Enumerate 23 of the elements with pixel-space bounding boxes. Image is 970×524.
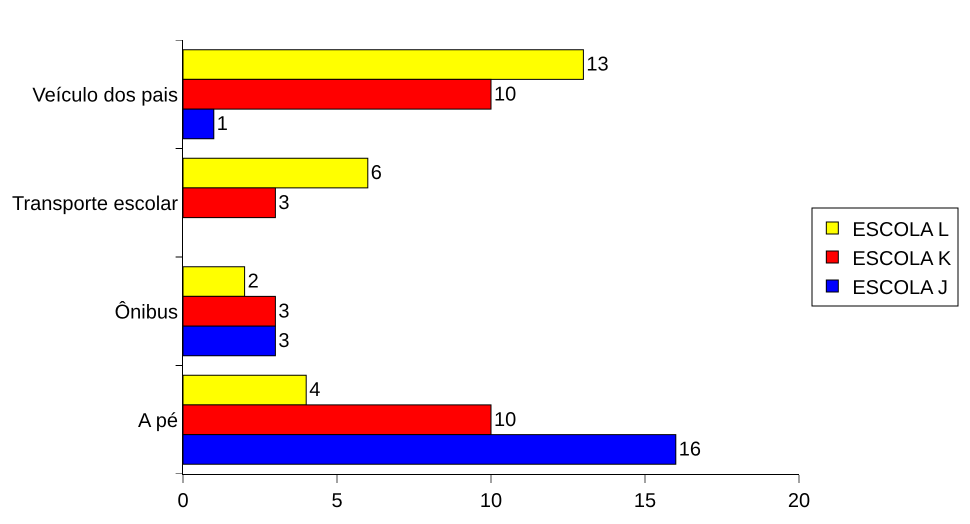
data-label: 3 [278, 192, 290, 214]
y-tick-label: Transporte escolar [12, 192, 178, 215]
data-label: 3 [278, 300, 290, 322]
legend-label: ESCOLA J [852, 276, 948, 299]
y-tick-label: A pé [138, 410, 178, 432]
data-label: 13 [586, 54, 609, 76]
data-label: 6 [370, 162, 382, 184]
data-label: 10 [494, 408, 516, 431]
y-tick-label: Ônibus [114, 300, 178, 324]
x-tick-label: 15 [634, 490, 656, 512]
data-label: 10 [494, 83, 516, 106]
data-label: 1 [216, 112, 228, 135]
x-tick-label: 20 [788, 490, 810, 512]
data-label: 3 [278, 330, 290, 352]
legend-label: ESCOLA K [852, 248, 952, 270]
x-tick-label: 10 [480, 490, 502, 512]
data-label: 2 [248, 270, 259, 293]
x-tick-label: 0 [177, 490, 189, 512]
legend-label: ESCOLA L [852, 218, 950, 241]
data-label: 16 [678, 438, 702, 460]
x-tick-label: 5 [331, 490, 343, 512]
data-label: 4 [309, 379, 320, 402]
y-tick-label: Veículo dos pais [32, 84, 178, 106]
